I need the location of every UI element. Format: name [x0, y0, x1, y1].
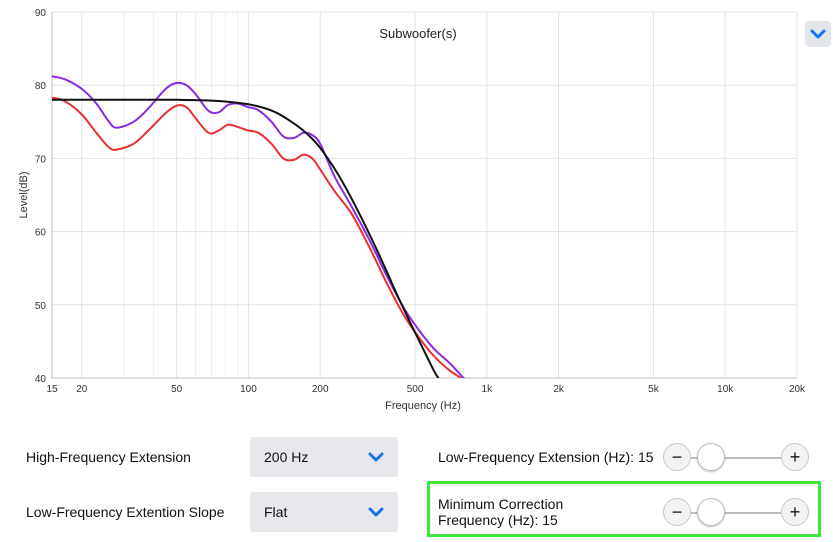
- x-tick-label: 200: [312, 384, 329, 395]
- chart-grid: [52, 11, 797, 379]
- lf-slope-label: Low-Frequency Extention Slope: [26, 504, 225, 520]
- min-correction-label-line1: Minimum Correction: [438, 496, 564, 512]
- lf-slope-value: Flat: [264, 504, 288, 520]
- x-axis-label: Frequency (Hz): [385, 400, 461, 412]
- min-correction-label: Minimum Correction Frequency (Hz): 15: [438, 496, 563, 528]
- focus-highlight: [427, 481, 821, 537]
- series-line-2: [52, 96, 462, 378]
- min-correction-slider-thumb[interactable]: [697, 498, 726, 526]
- x-tick-label: 15: [46, 384, 58, 395]
- chevron-down-icon: [368, 507, 384, 517]
- lf-extension-increment-button[interactable]: +: [781, 443, 809, 471]
- x-tick-label: 100: [240, 384, 257, 395]
- x-tick-label: 2k: [553, 384, 565, 395]
- y-tick-label: 50: [35, 301, 47, 312]
- y-tick-label: 90: [35, 8, 47, 19]
- lf-extension-slider-track[interactable]: [691, 457, 781, 459]
- y-tick-label: 40: [35, 374, 47, 385]
- lf-extension-slider-thumb[interactable]: [697, 443, 726, 471]
- x-tick-label: 20: [76, 384, 88, 395]
- lf-slope-select[interactable]: Flat: [250, 492, 398, 532]
- min-correction-label-line2: Frequency (Hz): 15: [438, 512, 558, 528]
- min-correction-decrement-button[interactable]: −: [663, 498, 691, 526]
- y-tick-label: 70: [35, 154, 47, 165]
- y-tick-label: 60: [35, 228, 47, 239]
- hf-extension-value: 200 Hz: [264, 449, 309, 465]
- expand-button[interactable]: [805, 21, 831, 47]
- x-tick-label: 5k: [648, 384, 660, 395]
- min-correction-increment-button[interactable]: +: [781, 498, 809, 526]
- lf-extension-decrement-button[interactable]: −: [663, 443, 691, 471]
- frequency-response-chart: 15 20 50 100 200 500 1k 2k 5k 10k 20k405060708090 …: [18, 8, 806, 412]
- chart-axes: 15 20 50 100 200 500 1k 2k 5k 10k 20k 40 50 60 70 80 90: [35, 8, 806, 395]
- y-axis-label: Level(dB): [18, 171, 30, 218]
- chevron-down-icon: [810, 29, 826, 39]
- x-tick-label: 500: [407, 384, 424, 395]
- lf-extension-label: Low-Frequency Extension (Hz): 15: [438, 449, 654, 465]
- x-tick-label: 20k: [789, 384, 806, 395]
- chart-title: Subwoofer(s): [379, 26, 456, 41]
- x-tick-label: 50: [171, 384, 183, 395]
- min-correction-slider-track[interactable]: [691, 512, 781, 514]
- y-tick-label: 80: [35, 81, 47, 92]
- hf-extension-label: High-Frequency Extension: [26, 449, 191, 465]
- chevron-down-icon: [368, 452, 384, 462]
- x-tick-label: 10k: [717, 384, 734, 395]
- chart-series: [52, 75, 466, 378]
- hf-extension-select[interactable]: 200 Hz: [250, 437, 398, 477]
- series-line-3: [52, 98, 440, 378]
- x-tick-label: 1k: [482, 384, 494, 395]
- series-line-1: [52, 75, 466, 378]
